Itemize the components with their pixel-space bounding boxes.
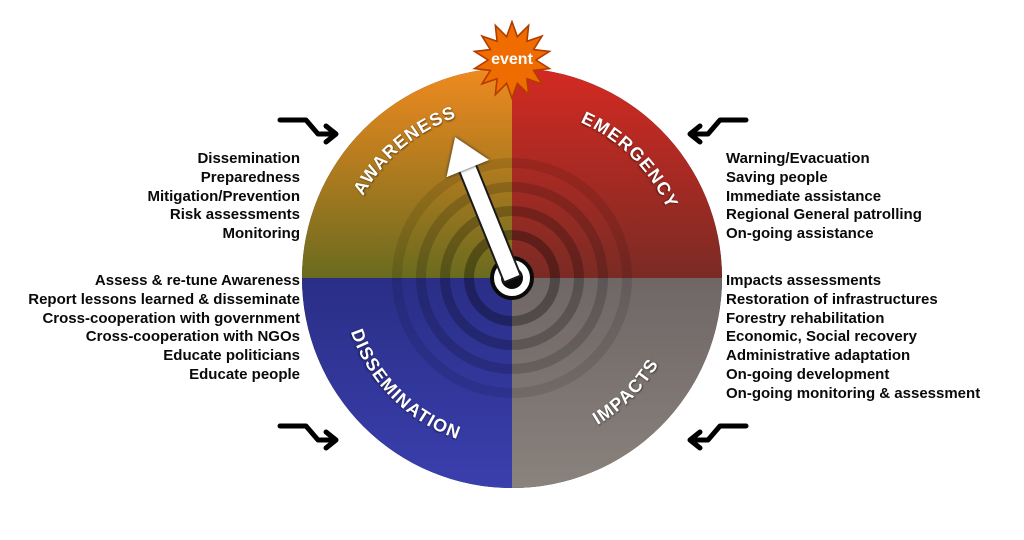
list-impacts: Impacts assessmentsRestoration of infras… [726, 272, 980, 403]
list-item: Regional General patrolling [726, 206, 922, 225]
list-item: On-going monitoring & assessment [726, 385, 980, 404]
list-item: On-going development [726, 366, 980, 385]
list-item: Report lessons learned & disseminate [28, 291, 300, 310]
list-item: Warning/Evacuation [726, 150, 922, 169]
cycle-disc [302, 68, 722, 488]
connector-bottom-right [678, 418, 748, 448]
list-item: Cross-cooperation with NGOs [28, 328, 300, 347]
list-item: On-going assistance [726, 225, 922, 244]
list-awareness: DisseminationPreparednessMitigation/Prev… [147, 150, 300, 244]
list-item: Dissemination [147, 150, 300, 169]
list-item: Assess & re-tune Awareness [28, 272, 300, 291]
list-item: Impacts assessments [726, 272, 980, 291]
list-item: Cross-cooperation with government [28, 310, 300, 329]
list-item: Saving people [726, 169, 922, 188]
list-item: Risk assessments [147, 206, 300, 225]
diagram-stage: AWARENESSEMERGENCYDISSEMINATIONIMPACTS e… [0, 0, 1024, 540]
event-label: event [491, 51, 533, 69]
list-item: Educate people [28, 366, 300, 385]
list-item: Mitigation/Prevention [147, 188, 300, 207]
list-item: Restoration of infrastructures [726, 291, 980, 310]
list-emergency: Warning/EvacuationSaving peopleImmediate… [726, 150, 922, 244]
quadrant-dissemination [302, 278, 512, 488]
list-item: Economic, Social recovery [726, 328, 980, 347]
list-item: Educate politicians [28, 347, 300, 366]
event-starburst: event [472, 20, 552, 100]
list-item: Administrative adaptation [726, 347, 980, 366]
quadrant-impacts [512, 278, 722, 488]
connector-top-right [678, 112, 748, 142]
list-item: Monitoring [147, 225, 300, 244]
connector-bottom-left [278, 418, 348, 448]
list-item: Immediate assistance [726, 188, 922, 207]
connector-top-left [278, 112, 348, 142]
list-item: Preparedness [147, 169, 300, 188]
list-item: Forestry rehabilitation [726, 310, 980, 329]
list-dissemination: Assess & re-tune AwarenessReport lessons… [28, 272, 300, 385]
